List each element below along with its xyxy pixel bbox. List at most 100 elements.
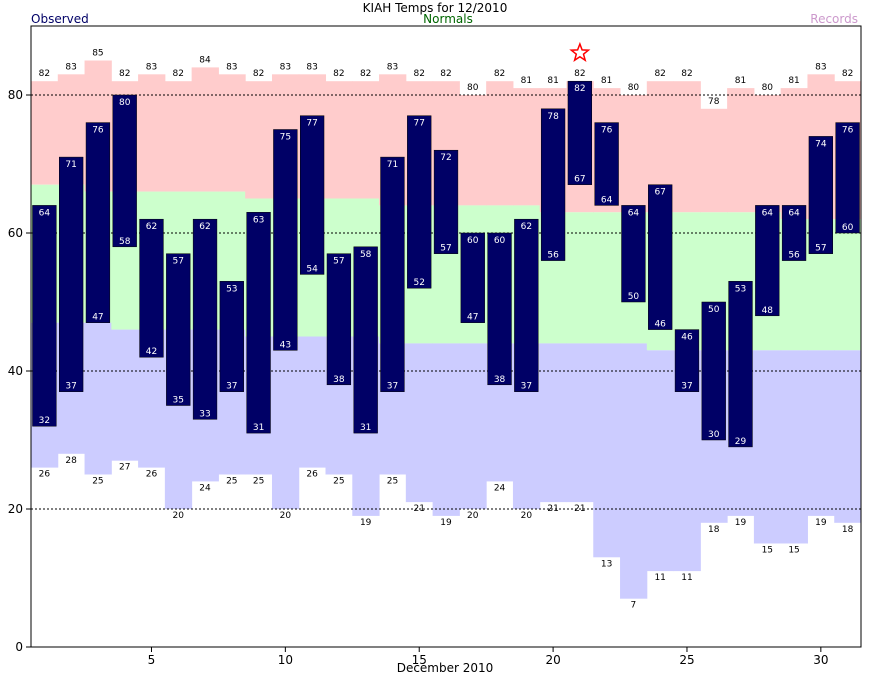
record-low-label: 25 xyxy=(226,477,237,487)
record-high-label: 82 xyxy=(39,69,50,79)
record-low-label: 21 xyxy=(574,504,585,514)
observed-bar xyxy=(192,218,218,420)
observed-high-label: 62 xyxy=(521,222,532,232)
observed-low-label: 57 xyxy=(440,244,451,254)
record-low-label: 15 xyxy=(788,546,799,556)
record-low-band xyxy=(646,350,675,572)
record-high-label: 83 xyxy=(226,62,237,72)
record-high-band xyxy=(191,67,219,192)
y-tick-label: 60 xyxy=(8,226,23,240)
observed-low-label: 38 xyxy=(494,375,506,385)
observed-bar xyxy=(166,253,191,406)
record-high-band xyxy=(138,74,166,192)
observed-low-label: 37 xyxy=(226,382,237,392)
observed-low-label: 52 xyxy=(413,278,424,288)
record-high-band xyxy=(512,88,541,206)
record-high-label: 83 xyxy=(65,62,76,72)
observed-bar xyxy=(728,281,753,448)
observed-high-label: 77 xyxy=(413,119,424,129)
record-high-label: 80 xyxy=(762,83,774,93)
observed-bar xyxy=(648,184,673,330)
legend-normals: Normals xyxy=(423,12,473,26)
record-low-label: 11 xyxy=(681,573,692,583)
x-axis-label: December 2010 xyxy=(397,661,494,675)
observed-bar xyxy=(32,205,57,427)
record-high-band xyxy=(486,81,514,206)
chart-title: KIAH Temps for 12/2010 xyxy=(363,1,508,15)
y-tick-label: 40 xyxy=(8,364,23,378)
y-tick-label: 20 xyxy=(8,502,23,516)
record-low-label: 15 xyxy=(762,546,773,556)
observed-bar xyxy=(487,232,512,386)
observed-high-label: 62 xyxy=(146,222,157,232)
record-high-label: 83 xyxy=(280,62,291,72)
plot-area: 6432713776478058624257356233533763317543… xyxy=(8,25,862,667)
record-low-label: 26 xyxy=(39,470,51,480)
observed-high-label: 75 xyxy=(280,133,291,143)
observed-high-label: 46 xyxy=(681,333,693,343)
record-low-label: 25 xyxy=(333,477,344,487)
observed-low-label: 30 xyxy=(708,430,720,440)
observed-high-label: 76 xyxy=(92,126,104,136)
record-low-label: 18 xyxy=(708,525,720,535)
x-tick-label: 5 xyxy=(148,653,156,667)
observed-high-label: 64 xyxy=(39,208,51,218)
record-low-label: 19 xyxy=(735,518,747,528)
observed-low-label: 58 xyxy=(119,237,131,247)
observed-bar xyxy=(85,122,111,323)
observed-low-label: 37 xyxy=(65,382,76,392)
observed-high-label: 64 xyxy=(788,208,800,218)
observed-bar xyxy=(835,122,860,234)
y-tick-label: 80 xyxy=(8,88,23,102)
observed-bar xyxy=(755,205,780,317)
normal-band xyxy=(593,212,621,344)
record-low-label: 20 xyxy=(521,511,533,521)
record-star-icon xyxy=(569,41,591,63)
plot-frame xyxy=(30,25,862,648)
record-high-label: 82 xyxy=(681,69,692,79)
observed-high-label: 71 xyxy=(65,160,76,170)
observed-high-label: 57 xyxy=(173,257,184,267)
observed-bar xyxy=(112,94,137,248)
record-high-band xyxy=(459,95,487,206)
observed-bar xyxy=(353,246,378,434)
observed-low-label: 37 xyxy=(387,382,398,392)
observed-low-label: 64 xyxy=(601,195,613,205)
record-low-label: 13 xyxy=(601,559,612,569)
record-low-label: 27 xyxy=(119,463,130,473)
observed-low-label: 67 xyxy=(574,175,585,185)
record-high-band xyxy=(164,81,193,192)
record-high-band xyxy=(31,81,59,185)
observed-bar xyxy=(781,205,807,261)
record-low-label: 11 xyxy=(654,573,665,583)
record-high-band xyxy=(620,95,648,213)
record-low-label: 26 xyxy=(146,470,158,480)
record-high-label: 82 xyxy=(440,69,451,79)
observed-high-label: 67 xyxy=(654,188,665,198)
observed-bar xyxy=(407,115,432,289)
observed-bar xyxy=(326,253,352,386)
record-low-band xyxy=(432,343,460,516)
record-high-band xyxy=(673,81,701,213)
record-low-label: 19 xyxy=(440,518,452,528)
record-high-label: 80 xyxy=(628,83,640,93)
record-low-label: 24 xyxy=(494,483,506,493)
record-low-label: 25 xyxy=(387,477,398,487)
observed-high-label: 60 xyxy=(494,236,506,246)
observed-low-label: 60 xyxy=(842,223,854,233)
observed-bar xyxy=(59,156,84,392)
observed-bar xyxy=(540,108,566,261)
record-high-band xyxy=(218,74,246,192)
record-low-band xyxy=(593,343,621,558)
observed-low-label: 35 xyxy=(173,396,184,406)
observed-low-label: 37 xyxy=(521,382,532,392)
observed-low-label: 31 xyxy=(253,423,264,433)
observed-high-label: 82 xyxy=(574,84,585,94)
record-low-label: 21 xyxy=(413,504,424,514)
observed-low-label: 48 xyxy=(762,306,774,316)
record-low-label: 18 xyxy=(842,525,854,535)
x-tick-label: 10 xyxy=(278,653,293,667)
record-high-label: 81 xyxy=(788,76,799,86)
record-low-band xyxy=(753,350,782,544)
